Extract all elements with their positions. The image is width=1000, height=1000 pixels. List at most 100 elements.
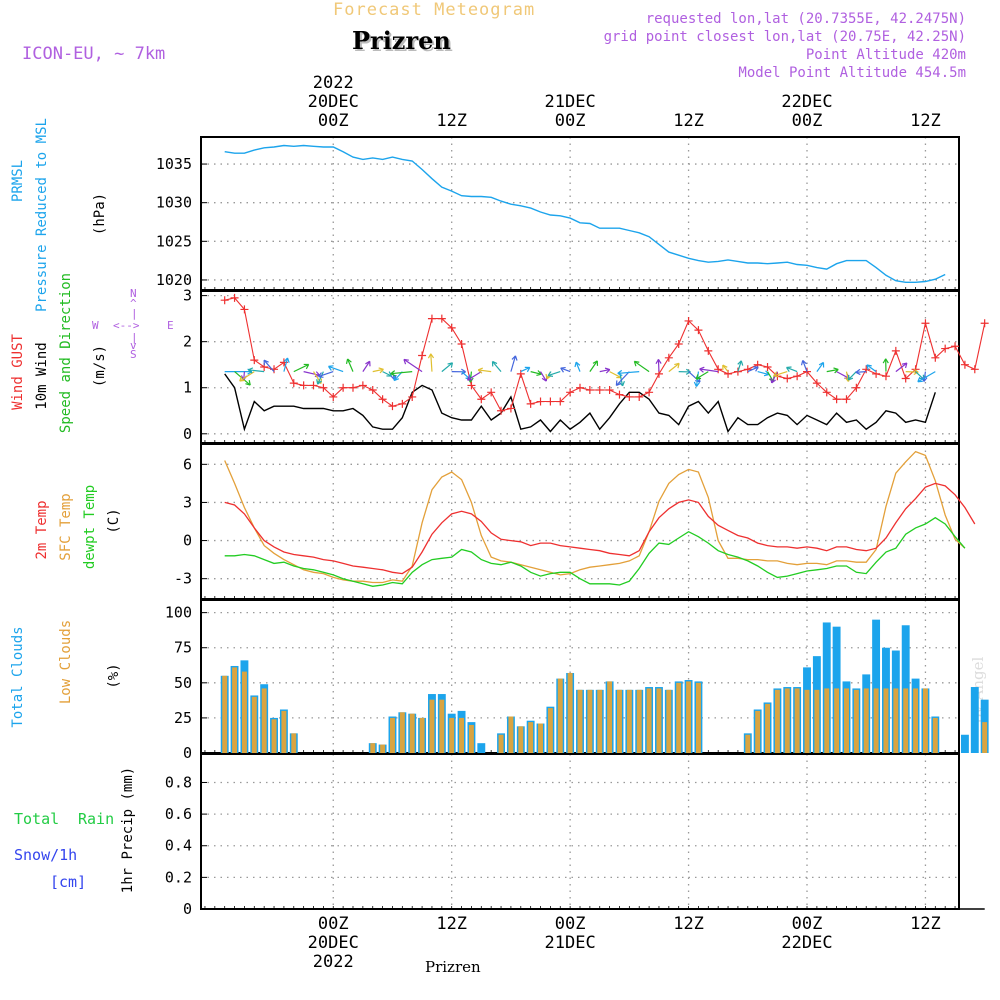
low-cloud-bar <box>617 689 622 753</box>
gust-point <box>319 383 328 392</box>
gust-point <box>694 326 703 335</box>
y-tick-label: 25 <box>174 709 192 727</box>
low-cloud-bar <box>419 717 425 753</box>
low-cloud-bar <box>774 689 780 753</box>
low-cloud-bar <box>834 688 840 753</box>
grid-lonlat: grid point closest lon,lat (20.75E, 42.2… <box>603 29 966 45</box>
low-cloud-bar <box>429 699 435 753</box>
low-cloud-bar <box>370 743 376 753</box>
y-tick-label: 6 <box>183 455 192 473</box>
y-tick-label: 2 <box>183 333 192 351</box>
low-cloud-bar <box>636 689 642 753</box>
wind-direction-arrow <box>609 371 622 379</box>
low-cloud-bar <box>903 688 909 753</box>
wind-direction-arrow <box>767 371 774 382</box>
wind-direction-arrow <box>923 371 927 382</box>
gust-point <box>812 379 821 388</box>
y-tick-label: 0 <box>183 900 192 918</box>
wind-arrow-head <box>511 355 518 361</box>
wind-direction-arrow <box>478 369 492 373</box>
wind-arrow-head <box>722 364 728 371</box>
low-cloud-bar <box>626 689 632 753</box>
gust-point <box>576 383 584 392</box>
low-cloud-bar <box>587 689 593 753</box>
bottom-time-label: 00Z <box>555 914 586 934</box>
wind-arrow-head <box>447 362 454 368</box>
gust-point <box>398 399 407 408</box>
low-cloud-bar <box>399 712 405 753</box>
y-tick-label: 0 <box>183 532 192 550</box>
low-cloud-bar <box>528 722 534 753</box>
wind-direction-arrow <box>317 371 324 385</box>
compass-up-arrow: ^ <box>130 297 137 310</box>
wind-arrow-head <box>390 370 396 377</box>
wind-arrow-head <box>913 368 919 376</box>
gust-point <box>605 386 614 395</box>
low-cloud-bar <box>922 688 928 753</box>
gust-point <box>793 372 802 381</box>
wind-arrow-head <box>773 371 779 378</box>
gust-point <box>635 392 644 401</box>
compass-dash-bottom: | <box>131 331 138 344</box>
wind-arrow-head <box>536 370 542 376</box>
y-tick-label: 0.4 <box>165 837 192 855</box>
wind-arrow-head <box>855 368 861 376</box>
wind-arrow-head <box>800 359 807 366</box>
low-cloud-bar <box>449 717 455 753</box>
low-cloud-bar <box>468 724 474 753</box>
gust-point <box>220 296 229 305</box>
legend-rain: Rain <box>78 810 115 828</box>
low-cloud-bar <box>863 688 869 753</box>
wind-speed-line <box>224 373 936 434</box>
gust-point <box>427 314 436 323</box>
wind-arrow-head <box>604 367 611 374</box>
gust-point <box>842 395 851 404</box>
wind-direction-arrow <box>328 365 344 373</box>
wind-arrow-head <box>283 357 290 363</box>
dewpt-line <box>224 516 966 587</box>
wind-arrow-head <box>365 360 371 367</box>
legend-cm: [cm] <box>50 873 87 891</box>
wind-direction-arrow <box>617 371 640 375</box>
compass-e: E <box>167 319 174 332</box>
wind-direction-arrow <box>403 358 423 373</box>
gust-point <box>625 392 634 401</box>
low-cloud-bar <box>784 688 790 753</box>
wind-arrow-head <box>699 366 705 373</box>
low-cloud-bar <box>883 688 889 753</box>
gust-point <box>763 363 772 371</box>
gust-point <box>881 372 890 381</box>
wind-direction-arrow <box>688 371 701 383</box>
gust-point <box>921 319 930 328</box>
wind-arrow-head <box>833 367 839 374</box>
wind-direction-arrow <box>855 371 867 373</box>
total-cloud-bar <box>970 687 979 753</box>
wind-direction-arrow <box>589 360 598 372</box>
y-tick-label: 1 <box>183 379 192 397</box>
footer-station: Prizren <box>425 958 481 976</box>
temp2m-line <box>224 482 976 575</box>
wind-arrow-head <box>786 366 792 372</box>
low-cloud-bar <box>932 717 938 753</box>
low-cloud-bar <box>567 672 573 753</box>
low-cloud-bar <box>508 716 514 753</box>
wind-direction-arrow <box>520 366 531 373</box>
compass-dash-top: | <box>131 307 138 320</box>
bottom-time-label: 12Z <box>436 914 467 934</box>
wind-arrow-head <box>617 369 623 377</box>
y-tick-label: 0.8 <box>165 773 192 791</box>
y-tick-label: 3 <box>183 287 192 305</box>
wind-direction-arrow <box>657 359 660 372</box>
wind-arrow-head <box>615 380 622 386</box>
wind-arrow-head <box>316 379 322 385</box>
y-tick-label: 100 <box>165 604 192 622</box>
gust-point <box>230 293 239 302</box>
gust-point <box>852 383 861 392</box>
y-tick-label: 50 <box>174 674 192 692</box>
wind-arrow-head <box>633 360 640 367</box>
y-tick-label: 75 <box>174 639 192 657</box>
wind-arrow-head <box>866 364 872 370</box>
wind-arrow-head <box>695 374 702 380</box>
low-cloud-bar <box>261 688 267 753</box>
